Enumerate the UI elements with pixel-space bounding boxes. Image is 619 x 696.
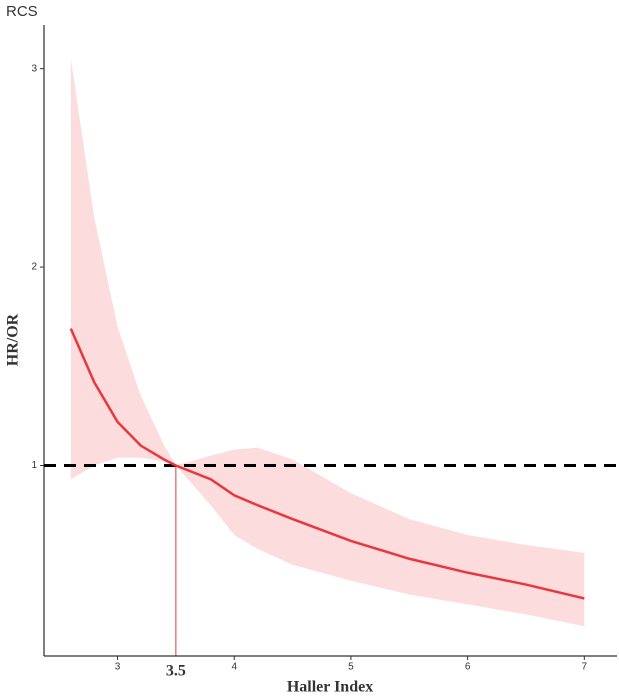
y-tick-label: 1	[31, 460, 37, 471]
y-axis-title: HR/OR	[5, 313, 22, 366]
rcs-curve	[69, 328, 585, 600]
x-tick-label: 5	[348, 662, 354, 673]
x-tick-label: 7	[582, 662, 588, 673]
x-tick-label: 4	[231, 662, 237, 673]
x-tick-label: 3	[115, 662, 121, 673]
x-axis-title: Haller Index	[287, 679, 373, 696]
chart-title: RCS	[6, 3, 38, 20]
reference-x-label: 3.5	[166, 663, 186, 680]
x-tick-label: 6	[465, 662, 471, 673]
confidence-band	[70, 58, 585, 627]
y-tick-label: 2	[31, 262, 37, 273]
y-tick-label: 3	[31, 63, 37, 74]
